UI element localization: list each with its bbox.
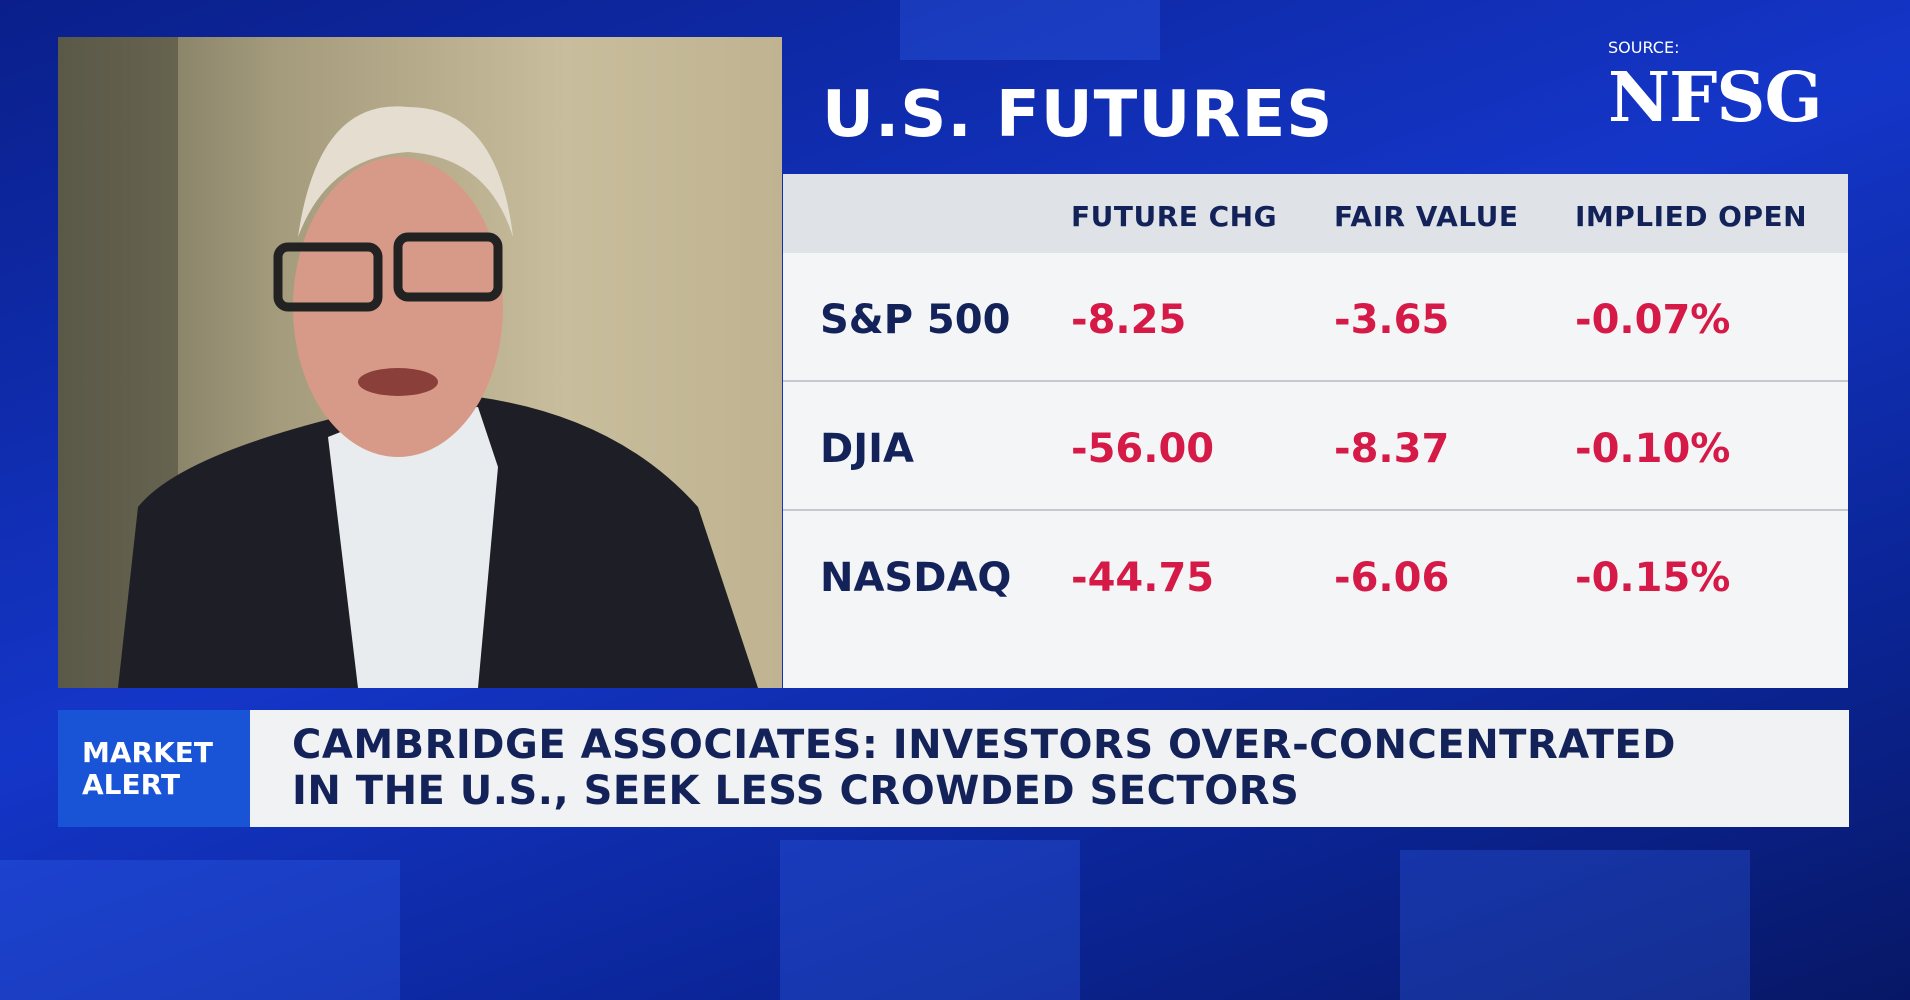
column-header: FUTURE CHG (1071, 200, 1278, 233)
ticker-bar: MARKET ALERT CAMBRIDGE ASSOCIATES: INVES… (58, 710, 1849, 827)
shirt (328, 407, 498, 688)
table-cell: -0.10% (1575, 426, 1731, 472)
panel-title: U.S. FUTURES (822, 78, 1334, 152)
table-cell: -6.06 (1334, 555, 1450, 601)
table-cell: -0.15% (1575, 555, 1731, 601)
mouth (358, 368, 438, 396)
headline: CAMBRIDGE ASSOCIATES: INVESTORS OVER-CON… (292, 722, 1676, 768)
table-cell: -0.07% (1575, 297, 1731, 343)
background-shape (780, 840, 1080, 1000)
background-shape (1400, 850, 1750, 1000)
face (293, 157, 503, 457)
headline: IN THE U.S., SEEK LESS CROWDED SECTORS (292, 768, 1300, 814)
table-row: DJIA -56.00 -8.37 -0.10% (783, 382, 1848, 511)
table-row: S&P 500 -8.25 -3.65 -0.07% (783, 253, 1848, 382)
column-header: IMPLIED OPEN (1575, 200, 1808, 233)
alert-badge: MARKET ALERT (58, 710, 250, 827)
index-name: S&P 500 (820, 297, 1011, 343)
table-row: NASDAQ -44.75 -6.06 -0.15% (783, 511, 1848, 640)
hair (298, 106, 513, 237)
background-shape (900, 0, 1160, 60)
source-logo: NFSG (1608, 58, 1823, 138)
alert-label: MARKET (82, 736, 214, 769)
table-cell: -8.25 (1071, 297, 1187, 343)
table-cell: -44.75 (1071, 555, 1215, 601)
background-shape (0, 860, 400, 1000)
glasses (393, 232, 503, 302)
futures-table: FUTURE CHG FAIR VALUE IMPLIED OPEN S&P 5… (783, 174, 1848, 688)
glasses (273, 242, 383, 312)
video-feed (58, 37, 782, 688)
table-cell: -56.00 (1071, 426, 1215, 472)
alert-label: ALERT (82, 768, 181, 801)
speaker-illustration (58, 37, 758, 688)
index-name: NASDAQ (820, 555, 1012, 601)
table-cell: -3.65 (1334, 297, 1450, 343)
table-cell: -8.37 (1334, 426, 1450, 472)
source-label: SOURCE: (1608, 38, 1680, 57)
column-header: FAIR VALUE (1334, 200, 1519, 233)
table-header: FUTURE CHG FAIR VALUE IMPLIED OPEN (783, 174, 1848, 253)
index-name: DJIA (820, 426, 914, 472)
